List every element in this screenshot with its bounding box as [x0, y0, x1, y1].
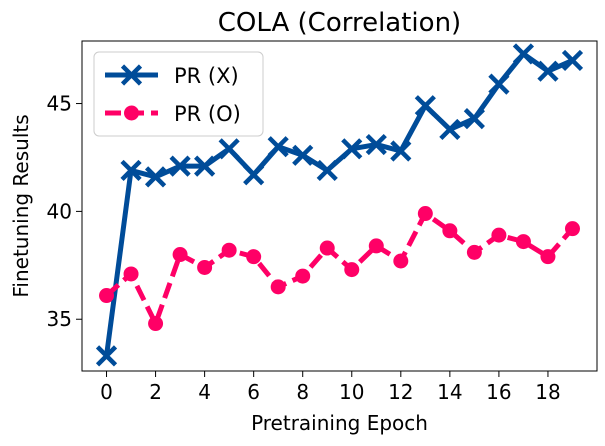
x-tick-label: 8 [296, 380, 309, 404]
data-point-x [512, 43, 535, 65]
legend-marker-x [120, 64, 143, 86]
data-point-x [414, 95, 436, 117]
y-axis-label: Finetuning Results [9, 114, 33, 297]
data-point-x [537, 60, 559, 82]
y-tick-label: 35 [47, 307, 72, 331]
data-point-x [365, 133, 387, 156]
data-point-o [466, 244, 482, 260]
data-point-o [123, 266, 139, 282]
legend-label: PR (O) [174, 102, 241, 126]
data-point-o [344, 262, 360, 278]
y-tick-label: 40 [47, 199, 72, 223]
x-tick-label: 12 [388, 380, 413, 404]
legend-item-2: PR (O) [105, 102, 241, 126]
data-point-x [194, 155, 216, 177]
x-tick-label: 4 [198, 380, 211, 404]
series-1 [95, 43, 584, 367]
data-point-x [292, 144, 314, 166]
data-point-o [564, 221, 580, 237]
x-tick-label: 6 [247, 380, 260, 404]
data-point-o [148, 316, 164, 332]
x-tick-label: 18 [535, 380, 560, 404]
data-point-x [341, 138, 363, 160]
axis-ticks: 0 2 4 6 8 10 12 14 16 18 35 40 45 [47, 92, 561, 404]
y-tick-label: 45 [47, 92, 72, 116]
data-point-o [270, 279, 286, 295]
legend: PR (X) PR (O) [93, 51, 264, 137]
x-axis-label: Pretraining Epoch [251, 411, 428, 435]
data-point-o [515, 234, 531, 250]
legend-marker-o [124, 105, 139, 121]
data-point-o [540, 249, 556, 265]
data-point-o [197, 259, 213, 275]
data-point-o [99, 288, 115, 304]
data-point-o [368, 238, 384, 254]
data-point-o [393, 253, 409, 269]
data-point-x [144, 166, 167, 188]
data-point-x [561, 49, 584, 72]
x-tick-label: 14 [437, 380, 462, 404]
series-2 [99, 206, 580, 332]
plot-frame [81, 40, 598, 372]
data-point-o [319, 240, 335, 256]
data-point-x [218, 138, 240, 160]
data-point-x [243, 164, 265, 186]
data-point-o [442, 223, 458, 239]
data-point-o [246, 249, 262, 265]
legend-item-1: PR (X) [105, 64, 239, 88]
data-point-x [267, 136, 289, 158]
x-tick-label: 10 [339, 380, 364, 404]
data-point-o [172, 247, 188, 263]
x-tick-label: 0 [100, 380, 113, 404]
data-point-o [221, 242, 237, 258]
data-point-x [95, 345, 118, 367]
series-layer [95, 43, 584, 367]
x-tick-label: 16 [486, 380, 511, 404]
data-point-x [169, 155, 191, 177]
data-point-o [295, 268, 311, 284]
data-point-x [120, 159, 142, 182]
x-tick-label: 2 [149, 380, 162, 404]
chart-title: COLA (Correlation) [218, 8, 461, 38]
data-point-x [463, 108, 485, 130]
data-point-x [439, 118, 461, 141]
data-point-o [417, 206, 433, 222]
legend-label: PR (X) [174, 64, 239, 88]
data-point-o [491, 227, 507, 243]
data-point-x [488, 73, 510, 95]
data-point-x [390, 140, 412, 162]
data-point-x [316, 159, 338, 182]
